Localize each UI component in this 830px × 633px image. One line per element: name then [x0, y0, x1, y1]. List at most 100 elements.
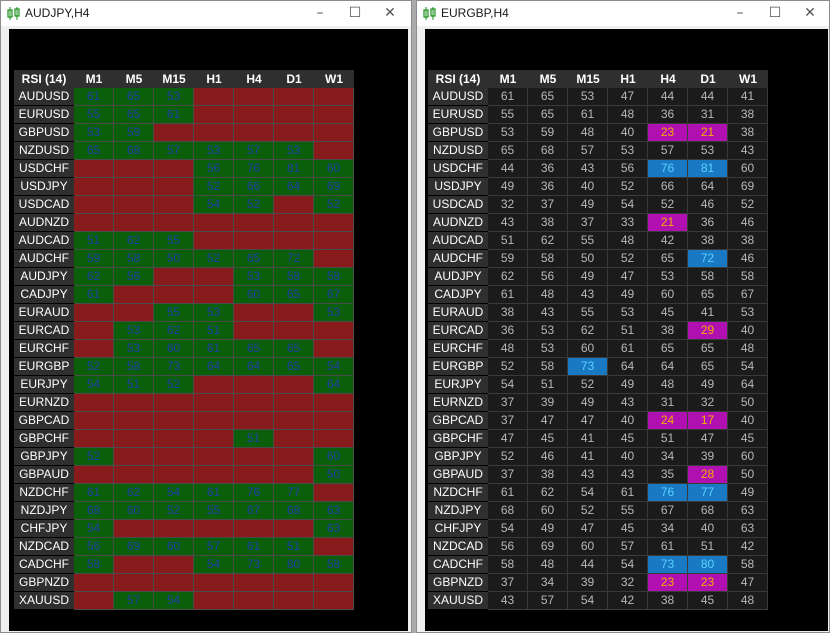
- rsi-cell: 38: [648, 592, 688, 610]
- rsi-cell: 52: [488, 448, 528, 466]
- window-titlebar[interactable]: EURGBP,H4 – ☐ ✕: [417, 1, 829, 26]
- rsi-cell: 56: [488, 538, 528, 556]
- rsi-cell: 60: [154, 340, 194, 358]
- rsi-cell: [274, 520, 314, 538]
- rsi-cell: 61: [608, 340, 648, 358]
- rsi-cell: 52: [194, 250, 234, 268]
- rsi-cell: 55: [154, 232, 194, 250]
- symbol-label: GBPAUD: [14, 466, 74, 484]
- symbol-label: EURCHF: [428, 340, 488, 358]
- table-row: GBPAUD 50: [14, 466, 354, 484]
- rsi-cell: 36: [648, 106, 688, 124]
- table-row: USDJPY 52 66 64 69: [14, 178, 354, 196]
- rsi-cell: 62: [114, 484, 154, 502]
- chart-area[interactable]: RSI (14) M1 M5 M15 H1 H4 D1 W1 AUDUSD 61 6…: [9, 29, 408, 631]
- rsi-table: RSI (14) M1 M5 M15 H1 H4 D1 W1 AUDUSD 61 6…: [14, 70, 354, 610]
- rsi-cell: 45: [528, 430, 568, 448]
- rsi-cell: 65: [528, 106, 568, 124]
- rsi-cell: 58: [688, 268, 728, 286]
- rsi-cell: 81: [274, 160, 314, 178]
- rsi-cell: 54: [568, 484, 608, 502]
- rsi-cell: 65: [234, 340, 274, 358]
- minimize-button[interactable]: –: [736, 5, 744, 21]
- rsi-cell: 54: [728, 358, 768, 376]
- rsi-cell: 38: [488, 304, 528, 322]
- rsi-cell: 43: [608, 394, 648, 412]
- rsi-cell: [274, 88, 314, 106]
- rsi-cell: 63: [314, 520, 354, 538]
- symbol-label: NZDJPY: [14, 502, 74, 520]
- rsi-cell: 48: [608, 106, 648, 124]
- chart-area[interactable]: RSI (14) M1 M5 M15 H1 H4 D1 W1 AUDUSD 61 6…: [425, 29, 828, 631]
- maximize-button[interactable]: ☐: [348, 5, 362, 21]
- rsi-cell: 38: [728, 124, 768, 142]
- rsi-cell: 48: [608, 232, 648, 250]
- rsi-cell: 48: [568, 124, 608, 142]
- rsi-cell: 60: [114, 502, 154, 520]
- symbol-label: EURCAD: [428, 322, 488, 340]
- column-header: W1: [325, 72, 343, 86]
- table-row: AUDUSD 61 65 53 47 44 44 41: [428, 88, 768, 106]
- rsi-cell: 50: [728, 466, 768, 484]
- rsi-cell: 72: [274, 250, 314, 268]
- rsi-cell: 53: [114, 340, 154, 358]
- table-row: AUDCHF 59 58 50 52 65 72: [14, 250, 354, 268]
- symbol-label: NZDCAD: [428, 538, 488, 556]
- rsi-cell: 65: [688, 340, 728, 358]
- window-title: EURGBP,H4: [441, 6, 509, 20]
- rsi-cell: [194, 214, 234, 232]
- symbol-label: GBPCAD: [428, 412, 488, 430]
- rsi-cell: 76: [234, 484, 274, 502]
- symbol-label: GBPUSD: [14, 124, 74, 142]
- rsi-cell: [74, 178, 114, 196]
- rsi-cell: [234, 214, 274, 232]
- rsi-cell: 76: [234, 160, 274, 178]
- rsi-cell: 39: [528, 394, 568, 412]
- table-row: CADJPY 61 60 65 67: [14, 286, 354, 304]
- rsi-cell: 81: [688, 160, 728, 178]
- table-row: EURAUD 38 43 55 53 45 41 53: [428, 304, 768, 322]
- rsi-cell: [74, 394, 114, 412]
- rsi-cell: [314, 574, 354, 592]
- rsi-cell: [314, 142, 354, 160]
- maximize-button[interactable]: ☐: [768, 5, 782, 21]
- rsi-cell: 45: [688, 592, 728, 610]
- table-row: EURCAD 36 53 62 51 38 29 40: [428, 322, 768, 340]
- table-row: NZDCHF 61 62 54 61 76 77: [14, 484, 354, 502]
- minimize-button[interactable]: –: [316, 5, 324, 21]
- window-title: AUDJPY,H4: [25, 6, 90, 20]
- table-row: NZDUSD 65 68 57 53 57 53 43: [428, 142, 768, 160]
- rsi-cell: 52: [74, 358, 114, 376]
- table-row: EURJPY 54 51 52 64: [14, 376, 354, 394]
- rsi-cell: 46: [728, 214, 768, 232]
- rsi-cell: [114, 196, 154, 214]
- rsi-cell: [234, 448, 274, 466]
- rsi-cell: [194, 592, 234, 610]
- symbol-label: EURUSD: [428, 106, 488, 124]
- window-titlebar[interactable]: AUDJPY,H4 – ☐ ✕: [1, 1, 411, 26]
- rsi-cell: 65: [274, 358, 314, 376]
- rsi-cell: [274, 430, 314, 448]
- symbol-label: AUDUSD: [428, 88, 488, 106]
- close-button[interactable]: ✕: [804, 5, 816, 21]
- rsi-cell: [74, 214, 114, 232]
- rsi-cell: 38: [528, 466, 568, 484]
- rsi-cell: 48: [648, 376, 688, 394]
- symbol-label: GBPAUD: [428, 466, 488, 484]
- rsi-cell: [74, 160, 114, 178]
- rsi-cell: [234, 106, 274, 124]
- table-row: AUDUSD 61 65 53: [14, 88, 354, 106]
- close-button[interactable]: ✕: [384, 5, 396, 21]
- rsi-cell: 54: [488, 520, 528, 538]
- rsi-cell: 61: [194, 484, 234, 502]
- rsi-cell: 37: [488, 394, 528, 412]
- rsi-cell: 58: [528, 250, 568, 268]
- rsi-cell: [194, 376, 234, 394]
- table-row: NZDCAD 56 69 60 57 61 51: [14, 538, 354, 556]
- rsi-cell: 38: [728, 232, 768, 250]
- symbol-label: EURNZD: [14, 394, 74, 412]
- rsi-cell: 51: [274, 538, 314, 556]
- table-row: CHFJPY 54 49 47 45 34 40 63: [428, 520, 768, 538]
- rsi-cell: 60: [648, 286, 688, 304]
- rsi-cell: 48: [488, 340, 528, 358]
